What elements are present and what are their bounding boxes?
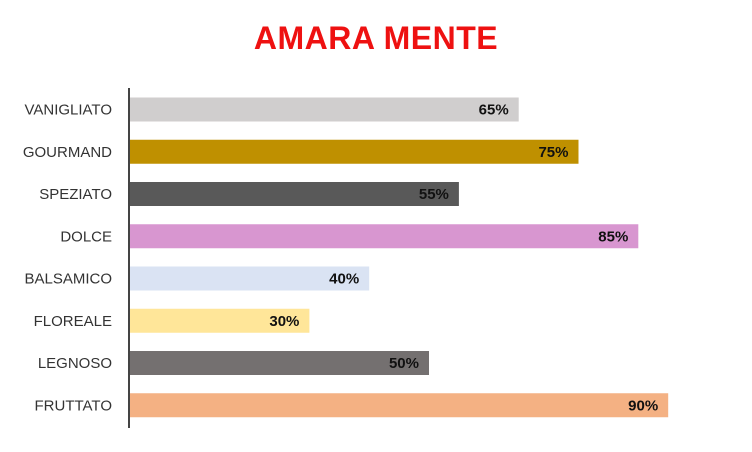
value-label-gourmand: 75%: [538, 144, 568, 161]
category-label-vanigliato: VANIGLIATO: [24, 102, 112, 119]
category-label-dolce: DOLCE: [60, 228, 112, 245]
value-label-balsamico: 40%: [329, 271, 359, 288]
bar-speziato: [130, 182, 459, 206]
bar-floreale: [130, 308, 310, 333]
category-label-legnoso: LEGNOSO: [38, 355, 112, 372]
category-label-floreale: FLOREALE: [34, 313, 112, 330]
bar-gourmand: [130, 139, 579, 164]
category-label-speziato: SPEZIATO: [39, 186, 112, 203]
bar-balsamico: [130, 266, 370, 291]
value-label-speziato: 55%: [419, 186, 449, 203]
value-label-vanigliato: 65%: [479, 102, 509, 119]
category-label-fruttato: FRUTTATO: [35, 397, 113, 414]
value-label-fruttato: 90%: [628, 397, 658, 414]
bar-vanigliato: [130, 97, 519, 122]
value-label-legnoso: 50%: [389, 355, 419, 372]
chart-title: AMARA MENTE: [253, 20, 499, 56]
bar-legnoso: [130, 351, 429, 375]
value-labels-group: 65% 75% 55% 85% 40% 30% 50% 90%: [269, 102, 658, 415]
value-label-dolce: 85%: [598, 228, 628, 245]
bar-dolce: [130, 224, 639, 249]
category-labels-group: VANIGLIATO GOURMAND SPEZIATO DOLCE BALSAMICO…: [23, 102, 112, 415]
value-label-floreale: 30%: [269, 313, 299, 330]
category-label-balsamico: BALSAMICO: [24, 271, 112, 288]
bar-fruttato: [130, 393, 669, 418]
category-label-gourmand: GOURMAND: [23, 144, 112, 161]
bars-group: [130, 97, 669, 418]
